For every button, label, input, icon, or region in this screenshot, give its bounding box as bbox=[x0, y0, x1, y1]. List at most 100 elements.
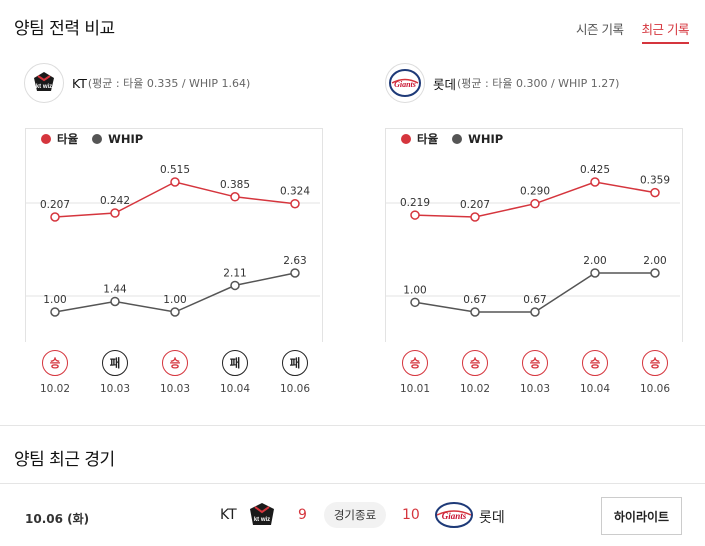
tab-season-record[interactable]: 시즌 기록 bbox=[576, 22, 624, 37]
date-tick-label: 10.02 bbox=[40, 383, 70, 395]
result-badge bbox=[42, 350, 68, 376]
result-label: 승 bbox=[170, 356, 181, 370]
result-badge bbox=[162, 350, 188, 376]
data-point bbox=[170, 307, 180, 317]
date-tick-label: 10.06 bbox=[280, 383, 310, 395]
legend-dot-icon bbox=[92, 134, 103, 144]
result-badge bbox=[402, 350, 428, 376]
data-point bbox=[650, 268, 660, 278]
data-label: 0.290 bbox=[520, 186, 550, 198]
kt-wiz-logo-icon: kt wiz bbox=[250, 503, 274, 525]
line-chart-kt: 0.207 0.242 0.515 0.385 0.324 1.00 1.44 1.00 2.1… bbox=[26, 164, 320, 395]
data-label: 0.359 bbox=[640, 175, 670, 187]
data-label: 2.63 bbox=[283, 255, 306, 267]
legend-item-avg: 타율 bbox=[401, 131, 438, 147]
result-badge bbox=[582, 350, 608, 376]
data-point bbox=[470, 212, 480, 222]
data-point bbox=[650, 187, 660, 198]
data-point bbox=[290, 198, 300, 209]
data-point bbox=[170, 177, 180, 187]
result-badge bbox=[462, 350, 488, 376]
result-badge bbox=[522, 350, 548, 376]
data-point bbox=[410, 210, 420, 220]
kt-wiz-logo-icon: kt wiz bbox=[24, 63, 64, 103]
data-label: 1.00 bbox=[43, 294, 66, 306]
data-label: 0.425 bbox=[580, 164, 610, 176]
legend-item-whip: WHIP bbox=[92, 132, 143, 146]
tab-recent-record[interactable]: 최근 기록 bbox=[641, 19, 690, 44]
chart-frame-lotte bbox=[385, 128, 683, 342]
data-label: 2.00 bbox=[583, 255, 606, 267]
legend-dot-icon bbox=[41, 134, 51, 144]
home-team-name: KT bbox=[220, 507, 237, 523]
data-label: 0.219 bbox=[400, 197, 430, 209]
legend-dot-icon bbox=[401, 134, 411, 144]
data-label: 0.207 bbox=[40, 199, 70, 211]
data-label: 1.00 bbox=[163, 294, 186, 306]
data-point bbox=[470, 307, 480, 317]
data-point bbox=[290, 268, 300, 278]
series-line bbox=[414, 272, 655, 313]
data-point bbox=[50, 307, 60, 317]
data-point bbox=[530, 307, 540, 317]
data-point bbox=[230, 192, 240, 202]
result-label: 승 bbox=[50, 356, 61, 370]
data-point bbox=[530, 198, 540, 209]
svg-text:Giants: Giants bbox=[394, 80, 416, 89]
data-point bbox=[410, 297, 420, 308]
result-label: 승 bbox=[590, 356, 601, 370]
result-label: 패 bbox=[110, 356, 121, 370]
home-score: 9 bbox=[298, 507, 307, 523]
date-tick-label: 10.04 bbox=[580, 383, 610, 395]
section-divider bbox=[0, 425, 705, 426]
comparison-title: 양팀 전력 비교 bbox=[14, 19, 115, 39]
chart-frame-kt bbox=[25, 128, 323, 342]
date-tick-label: 10.03 bbox=[100, 383, 130, 395]
data-point bbox=[590, 177, 600, 187]
date-tick-label: 10.01 bbox=[400, 383, 430, 395]
result-badge bbox=[642, 350, 668, 376]
chart-legend-lotte: 타율 WHIP bbox=[401, 131, 517, 147]
game-status-badge: 경기종료 bbox=[324, 502, 386, 528]
date-tick-label: 10.06 bbox=[640, 383, 670, 395]
team-name: 롯데 bbox=[433, 76, 457, 92]
result-badge bbox=[102, 350, 128, 376]
giants-logo-icon: Giants bbox=[385, 63, 425, 103]
data-label: 0.242 bbox=[100, 195, 130, 207]
data-point bbox=[110, 296, 120, 307]
result-label: 승 bbox=[650, 356, 661, 370]
date-tick-label: 10.03 bbox=[520, 383, 550, 395]
line-chart-lotte: 0.219 0.207 0.290 0.425 0.359 1.00 0.67 0.67 2.0… bbox=[386, 164, 680, 395]
away-score: 10 bbox=[402, 507, 420, 523]
data-point bbox=[110, 208, 120, 218]
data-label: 1.00 bbox=[403, 284, 426, 296]
section-divider bbox=[0, 483, 705, 484]
data-label: 2.11 bbox=[223, 267, 246, 279]
date-tick-label: 10.03 bbox=[160, 383, 190, 395]
team-header-lotte: Giants 롯데 (평균 : 타율 0.300 / WHIP 1.27) bbox=[385, 63, 619, 103]
away-team-name: 롯데 bbox=[479, 510, 505, 526]
data-label: 0.324 bbox=[280, 186, 310, 198]
svg-text:Giants: Giants bbox=[442, 511, 467, 521]
legend-dot-icon bbox=[452, 134, 463, 144]
result-label: 승 bbox=[530, 356, 541, 370]
data-label: 0.67 bbox=[523, 294, 546, 306]
svg-text:kt wiz: kt wiz bbox=[254, 517, 270, 523]
highlight-button[interactable]: 하이라이트 bbox=[601, 497, 682, 535]
data-label: 0.207 bbox=[460, 199, 490, 211]
record-tabs: 시즌 기록 최근 기록 bbox=[576, 19, 690, 44]
game-date: 10.06 (화) bbox=[25, 512, 90, 526]
team-name: KT bbox=[72, 75, 87, 91]
team-average-stats: (평균 : 타율 0.300 / WHIP 1.27) bbox=[457, 77, 620, 90]
date-tick-label: 10.02 bbox=[460, 383, 490, 395]
result-badge bbox=[282, 350, 308, 376]
date-tick-label: 10.04 bbox=[220, 383, 250, 395]
legend-item-whip: WHIP bbox=[452, 132, 503, 146]
data-label: 0.515 bbox=[160, 164, 190, 176]
data-label: 1.44 bbox=[103, 283, 127, 295]
result-badge bbox=[222, 350, 248, 376]
team-average-stats: (평균 : 타율 0.335 / WHIP 1.64) bbox=[87, 77, 251, 90]
giants-logo-icon: Giants bbox=[435, 502, 473, 528]
data-label: 0.385 bbox=[220, 179, 250, 191]
game-row: 10.06 (화) KT kt wiz 9 경기종료 10 Giants 롯데 … bbox=[0, 497, 705, 537]
